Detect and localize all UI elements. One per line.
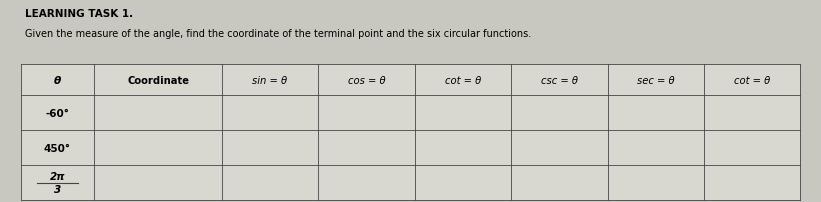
Bar bbox=[608, 65, 704, 96]
Bar bbox=[511, 165, 608, 200]
Bar bbox=[222, 130, 319, 165]
Bar bbox=[21, 96, 94, 130]
Text: csc = θ: csc = θ bbox=[541, 75, 578, 85]
Bar bbox=[222, 165, 319, 200]
Text: 2π: 2π bbox=[50, 171, 65, 181]
Text: cot = θ: cot = θ bbox=[445, 75, 481, 85]
Bar bbox=[94, 96, 222, 130]
Bar bbox=[415, 65, 511, 96]
Bar bbox=[319, 65, 415, 96]
Bar bbox=[21, 65, 94, 96]
Bar bbox=[511, 130, 608, 165]
Text: cos = θ: cos = θ bbox=[347, 75, 385, 85]
Bar bbox=[222, 65, 319, 96]
Text: Coordinate: Coordinate bbox=[127, 75, 189, 85]
Bar bbox=[415, 130, 511, 165]
Text: 3: 3 bbox=[54, 184, 61, 194]
Bar bbox=[704, 165, 800, 200]
Bar bbox=[608, 165, 704, 200]
Bar bbox=[704, 65, 800, 96]
Text: LEARNING TASK 1.: LEARNING TASK 1. bbox=[25, 9, 133, 19]
Bar bbox=[222, 96, 319, 130]
Text: sec = θ: sec = θ bbox=[637, 75, 675, 85]
Bar bbox=[511, 96, 608, 130]
Bar bbox=[511, 65, 608, 96]
Text: -60°: -60° bbox=[45, 108, 70, 118]
Bar bbox=[704, 130, 800, 165]
Bar bbox=[94, 165, 222, 200]
Bar bbox=[704, 96, 800, 130]
Bar bbox=[319, 165, 415, 200]
Bar bbox=[94, 65, 222, 96]
Text: Given the measure of the angle, find the coordinate of the terminal point and th: Given the measure of the angle, find the… bbox=[25, 29, 531, 39]
Bar bbox=[608, 96, 704, 130]
Text: 450°: 450° bbox=[44, 143, 71, 153]
Bar bbox=[319, 96, 415, 130]
Text: sin = θ: sin = θ bbox=[252, 75, 287, 85]
Bar bbox=[415, 165, 511, 200]
Bar bbox=[21, 165, 94, 200]
Bar bbox=[608, 130, 704, 165]
Bar bbox=[415, 96, 511, 130]
Bar bbox=[21, 130, 94, 165]
Text: θ: θ bbox=[54, 75, 61, 85]
Bar bbox=[94, 130, 222, 165]
Bar bbox=[319, 130, 415, 165]
Text: cot = θ: cot = θ bbox=[734, 75, 770, 85]
